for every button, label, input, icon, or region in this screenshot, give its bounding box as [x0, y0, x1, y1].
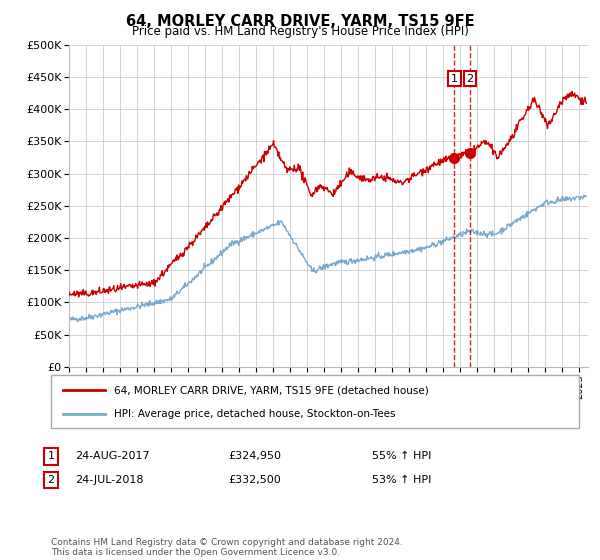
Text: 53% ↑ HPI: 53% ↑ HPI [372, 475, 431, 485]
Text: 64, MORLEY CARR DRIVE, YARM, TS15 9FE (detached house): 64, MORLEY CARR DRIVE, YARM, TS15 9FE (d… [114, 385, 429, 395]
Text: 55% ↑ HPI: 55% ↑ HPI [372, 451, 431, 461]
Text: 24-JUL-2018: 24-JUL-2018 [75, 475, 143, 485]
Text: 1: 1 [451, 73, 458, 83]
Text: HPI: Average price, detached house, Stockton-on-Tees: HPI: Average price, detached house, Stoc… [114, 408, 395, 418]
Text: Price paid vs. HM Land Registry's House Price Index (HPI): Price paid vs. HM Land Registry's House … [131, 25, 469, 38]
Text: Contains HM Land Registry data © Crown copyright and database right 2024.
This d: Contains HM Land Registry data © Crown c… [51, 538, 403, 557]
Text: 24-AUG-2017: 24-AUG-2017 [75, 451, 149, 461]
Text: £332,500: £332,500 [228, 475, 281, 485]
Text: 64, MORLEY CARR DRIVE, YARM, TS15 9FE: 64, MORLEY CARR DRIVE, YARM, TS15 9FE [125, 14, 475, 29]
Text: 2: 2 [466, 73, 473, 83]
Text: £324,950: £324,950 [228, 451, 281, 461]
Text: 2: 2 [47, 475, 55, 485]
Text: 1: 1 [47, 451, 55, 461]
